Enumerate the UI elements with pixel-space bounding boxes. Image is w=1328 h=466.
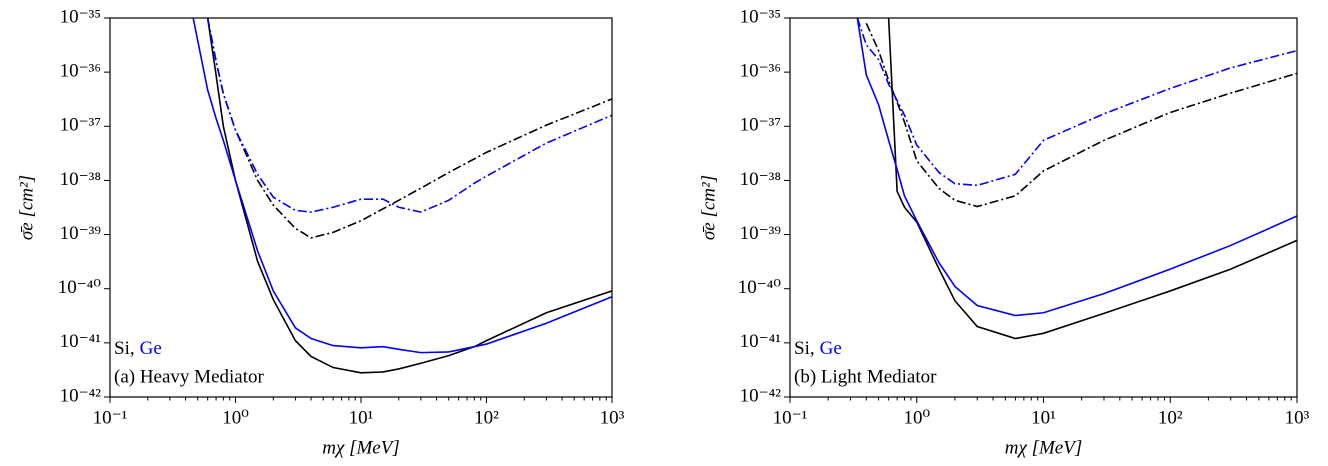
x-axis-label: mχ [MeV] <box>1005 437 1082 458</box>
data-line <box>206 18 612 374</box>
y-tick-label: 10⁻⁴⁰ <box>58 277 102 298</box>
x-tick-label: 10⁰ <box>903 407 930 428</box>
x-axis-label: mχ [MeV] <box>322 437 399 458</box>
data-line <box>206 18 612 213</box>
data-line <box>192 18 612 354</box>
data-line <box>206 18 612 239</box>
annotation: Si, Ge <box>794 338 842 359</box>
y-tick-label: 10⁻³⁶ <box>60 61 101 82</box>
x-tick-label: 10⁻¹ <box>773 407 808 428</box>
annotation-text: Ge <box>820 338 842 359</box>
x-tick-label: 10¹ <box>1031 407 1056 428</box>
annotation: Si, Ge <box>114 338 162 359</box>
y-tick-label: 10⁻³⁷ <box>740 115 781 136</box>
data-line <box>856 18 1297 187</box>
y-tick-label: 10⁻³⁵ <box>740 6 781 27</box>
annotation-text: Ge <box>140 338 162 359</box>
y-axis-label: σ̄e [cm²] <box>16 175 37 240</box>
panel-caption: (a) Heavy Mediator <box>114 366 264 387</box>
x-tick-label: 10³ <box>600 407 625 428</box>
y-tick-label: 10⁻³⁹ <box>60 223 102 244</box>
data-line <box>856 18 1297 317</box>
data-line <box>887 18 1297 340</box>
y-tick-label: 10⁻³⁹ <box>740 223 782 244</box>
y-tick-label: 10⁻³⁸ <box>740 169 781 190</box>
y-tick-label: 10⁻⁴¹ <box>60 331 102 352</box>
x-tick-label: 10² <box>1158 407 1183 428</box>
y-tick-label: 10⁻³⁷ <box>60 115 101 136</box>
x-tick-label: 10⁻¹ <box>93 407 128 428</box>
y-tick-label: 10⁻³⁸ <box>60 169 101 190</box>
y-tick-label: 10⁻³⁶ <box>740 61 781 82</box>
annotation-text: Si, <box>794 338 815 359</box>
panel-caption: (b) Light Mediator <box>794 366 937 387</box>
x-tick-label: 10⁰ <box>222 407 249 428</box>
plot-frame <box>109 17 613 398</box>
data-line <box>865 22 1297 208</box>
y-tick-label: 10⁻⁴² <box>60 385 102 406</box>
annotation-text: Si, <box>114 338 135 359</box>
y-tick-label: 10⁻³⁵ <box>60 6 101 27</box>
x-tick-label: 10¹ <box>349 407 374 428</box>
y-axis-label: σ̄e [cm²] <box>698 175 719 240</box>
panel: 10⁻¹ 10⁰ 10¹ 10² 10³ 10⁻⁴² 10⁻⁴¹ 10⁻⁴⁰ 10⁻³⁹ 10⁻³… <box>698 6 1309 458</box>
x-tick-label: 10³ <box>1285 407 1310 428</box>
y-tick-label: 10⁻⁴¹ <box>740 331 782 352</box>
x-tick-label: 10² <box>474 407 499 428</box>
y-tick-label: 10⁻⁴² <box>740 385 782 406</box>
plot-lines <box>856 18 1297 340</box>
plot-lines <box>192 18 612 374</box>
y-tick-label: 10⁻⁴⁰ <box>738 277 782 298</box>
panel: 10⁻¹ 10⁰ 10¹ 10² 10³ 10⁻⁴² 10⁻⁴¹ 10⁻⁴⁰ 10⁻³⁹ 10⁻³… <box>16 6 624 458</box>
